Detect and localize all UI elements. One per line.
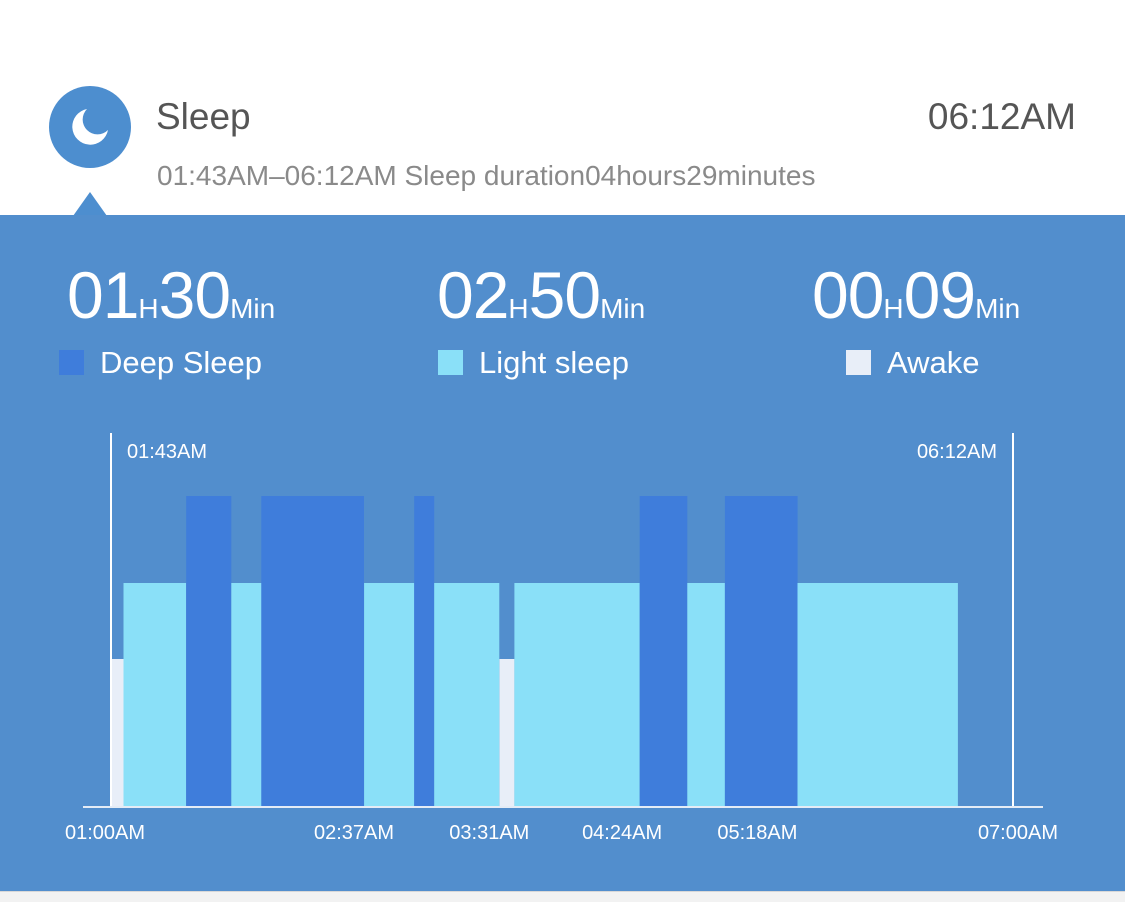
sleep-segment-light bbox=[231, 583, 262, 807]
x-tick-label: 07:00AM bbox=[978, 822, 1058, 844]
x-tick-label: 04:24AM bbox=[582, 822, 662, 844]
light-minutes-unit: Min bbox=[600, 293, 646, 324]
sleep-segment-deep bbox=[724, 496, 798, 807]
moon-icon bbox=[49, 86, 131, 168]
sleep-segment-light bbox=[687, 583, 725, 807]
legend-light-label: Light sleep bbox=[479, 345, 629, 380]
sleep-segment-light bbox=[123, 583, 187, 807]
page-title: Sleep bbox=[156, 96, 251, 137]
light-sleep-swatch bbox=[438, 350, 463, 375]
legend-deep-label: Deep Sleep bbox=[100, 345, 263, 380]
sleep-header: Sleep 06:12AM 01:43AM–06:12AM Sleep dura… bbox=[0, 0, 1125, 216]
sleep-segment-deep bbox=[639, 496, 688, 807]
deep-sleep-swatch bbox=[59, 350, 84, 375]
sleep-segment-light bbox=[797, 583, 958, 807]
awake-minutes: 09 bbox=[903, 258, 976, 332]
start-marker-label: 01:43AM bbox=[127, 441, 207, 463]
legend-deep-sleep: Deep Sleep bbox=[59, 345, 262, 381]
sleep-segment-deep bbox=[261, 496, 364, 807]
sleep-segment-awake bbox=[111, 659, 124, 807]
panel-pointer bbox=[73, 192, 107, 216]
end-marker-label: 06:12AM bbox=[917, 441, 997, 463]
light-hours: 02 bbox=[437, 258, 509, 332]
x-tick-label: 03:31AM bbox=[449, 822, 529, 844]
deep-minutes-unit: Min bbox=[230, 293, 276, 324]
deep-hours-unit: H bbox=[138, 293, 159, 324]
legend-light-sleep: Light sleep bbox=[438, 345, 629, 381]
sleep-stage-chart: 01:43AM 06:12AM 01:00AM 02:37AM 03:31AM 04:2… bbox=[65, 433, 1058, 844]
sleep-segment-awake bbox=[499, 659, 515, 807]
sleep-segment-deep bbox=[186, 496, 232, 807]
awake-hours-unit: H bbox=[883, 293, 904, 324]
sleep-segment-deep bbox=[414, 496, 435, 807]
light-sleep-duration: 02H50Min bbox=[437, 257, 645, 333]
x-tick-label: 01:00AM bbox=[65, 822, 145, 844]
deep-sleep-duration: 01H30Min bbox=[67, 257, 275, 333]
awake-hours: 00 bbox=[812, 258, 884, 332]
sleep-segment-light bbox=[364, 583, 415, 807]
deep-hours: 01 bbox=[67, 258, 139, 332]
current-time: 06:12AM bbox=[927, 96, 1076, 137]
bottom-divider bbox=[0, 891, 1125, 902]
sleep-segment-light bbox=[514, 583, 640, 807]
x-tick-label: 05:18AM bbox=[717, 822, 797, 844]
x-tick-label: 02:37AM bbox=[314, 822, 394, 844]
sleep-summary: 01:43AM–06:12AM Sleep duration04hours29m… bbox=[157, 160, 816, 191]
awake-duration: 00H09Min bbox=[812, 257, 1020, 333]
deep-minutes: 30 bbox=[158, 258, 231, 332]
legend-awake-label: Awake bbox=[887, 345, 980, 380]
light-minutes: 50 bbox=[528, 258, 601, 332]
awake-swatch bbox=[846, 350, 871, 375]
sleep-segment-light bbox=[434, 583, 500, 807]
sleep-panel: 01H30Min 02H50Min 00H09Min Deep Sleep Li… bbox=[0, 215, 1125, 891]
legend-awake: Awake bbox=[846, 345, 980, 381]
awake-minutes-unit: Min bbox=[975, 293, 1021, 324]
light-hours-unit: H bbox=[508, 293, 529, 324]
